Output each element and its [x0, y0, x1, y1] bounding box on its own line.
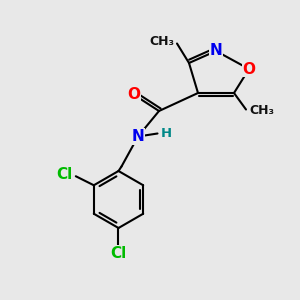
Text: CH₃: CH₃ [249, 104, 274, 118]
Text: Cl: Cl [110, 246, 127, 261]
Text: O: O [242, 61, 256, 76]
Text: O: O [127, 87, 140, 102]
Text: H: H [160, 127, 172, 140]
Text: N: N [132, 129, 144, 144]
Text: N: N [210, 44, 222, 59]
Text: CH₃: CH₃ [149, 35, 174, 49]
Text: Cl: Cl [57, 167, 73, 182]
